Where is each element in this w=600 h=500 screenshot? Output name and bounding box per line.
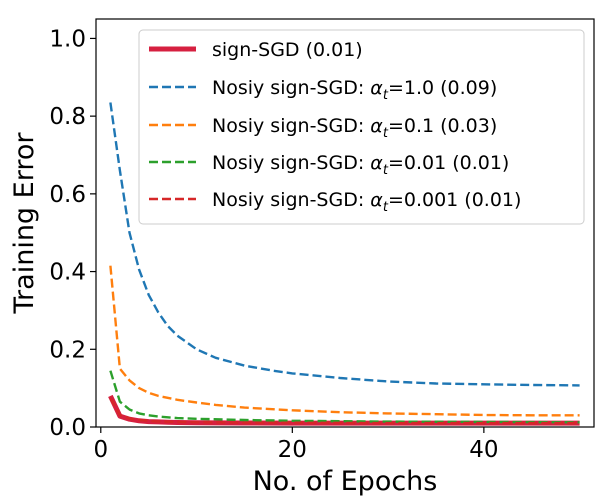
ticks-layer: 0 20 40 0.0 0.2 0.4 0.6 0.8 1.0 bbox=[49, 26, 498, 463]
y-tick-label: 1.0 bbox=[49, 26, 86, 52]
y-tick-label: 0.2 bbox=[49, 337, 86, 363]
legend-label-2: Nosiy sign-SGD: αt=0.1 (0.03) bbox=[212, 115, 497, 141]
y-axis-title: Training Error bbox=[9, 132, 40, 315]
series-layer bbox=[108, 102, 580, 426]
legend-label-4: Nosiy sign-SGD: αt=0.001 (0.01) bbox=[212, 189, 521, 215]
x-axis-title: No. of Epochs bbox=[253, 466, 438, 497]
y-tick-label: 0.6 bbox=[49, 182, 86, 208]
legend-label-0: sign-SGD (0.01) bbox=[212, 39, 363, 61]
x-tick-label: 20 bbox=[278, 437, 307, 463]
legend-label-3: Nosiy sign-SGD: αt=0.01 (0.01) bbox=[212, 152, 509, 178]
y-tick-label: 0.8 bbox=[49, 104, 86, 130]
y-tick-label: 0.4 bbox=[49, 260, 86, 286]
y-tick-label: 0.0 bbox=[49, 415, 86, 441]
legend: sign-SGD (0.01) Nosiy sign-SGD: αt=1.0 (0… bbox=[138, 29, 585, 225]
series-line-1 bbox=[109, 102, 580, 387]
x-tick-label: 40 bbox=[469, 437, 498, 463]
series-line-3 bbox=[109, 370, 580, 424]
legend-box bbox=[138, 29, 585, 225]
series-line-2 bbox=[109, 265, 580, 417]
x-tick-label: 0 bbox=[93, 437, 108, 463]
series-line-4 bbox=[109, 397, 580, 425]
axes-frame bbox=[95, 18, 595, 428]
legend-label-1: Nosiy sign-SGD: αt=1.0 (0.09) bbox=[212, 77, 497, 103]
